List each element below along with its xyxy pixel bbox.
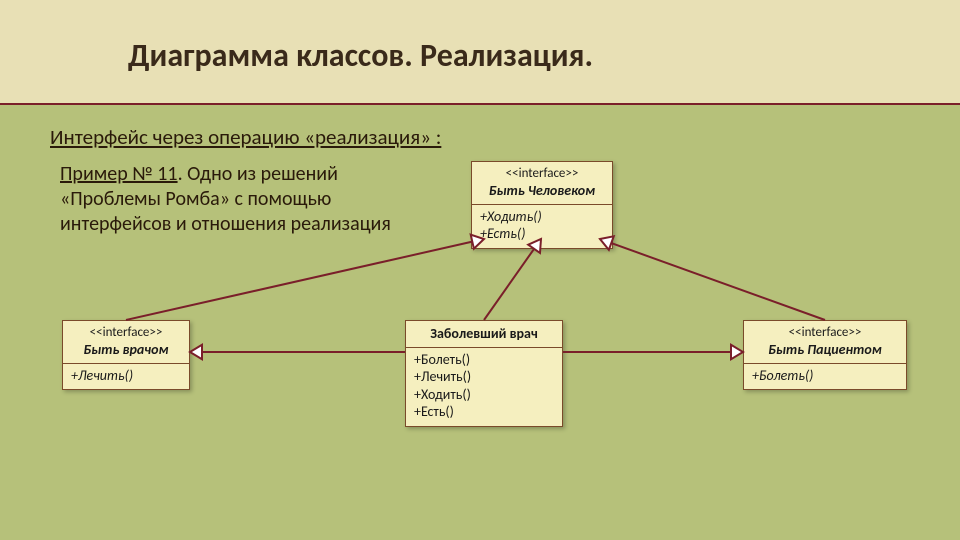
uml-header: <<interface>> Быть врачом: [63, 321, 189, 364]
op: +Болеть(): [414, 351, 554, 369]
uml-interface-doctor: <<interface>> Быть врачом +Лечить(): [62, 320, 190, 390]
op: +Ходить(): [480, 208, 604, 226]
operations: +Лечить(): [63, 364, 189, 390]
slide-title: Диаграмма классов. Реализация.: [128, 36, 593, 75]
op: +Есть(): [480, 225, 604, 243]
class-name: Быть Пациентом: [754, 341, 896, 359]
operations: +Болеть(): [744, 364, 906, 390]
example-text: Пример № 11. Одно из решений «Проблемы Р…: [60, 162, 430, 237]
uml-interface-patient: <<interface>> Быть Пациентом +Болеть(): [743, 320, 907, 390]
stereotype: <<interface>>: [73, 325, 179, 341]
subtitle: Интерфейс через операцию «реализация» :: [50, 124, 441, 150]
operations: +Болеть() +Лечить() +Ходить() +Есть(): [406, 348, 562, 426]
uml-interface-human: <<interface>> Быть Человеком +Ходить() +…: [471, 161, 613, 249]
uml-header: <<interface>> Быть Пациентом: [744, 321, 906, 364]
class-name: Быть врачом: [73, 341, 179, 359]
uml-header: <<interface>> Быть Человеком: [472, 162, 612, 205]
op: +Ходить(): [414, 386, 554, 404]
uml-header: Заболевший врач: [406, 321, 562, 348]
example-label: Пример № 11: [60, 162, 178, 186]
op: +Есть(): [414, 403, 554, 421]
op: +Лечить(): [414, 368, 554, 386]
uml-class-sick-doctor: Заболевший врач +Болеть() +Лечить() +Ход…: [405, 320, 563, 427]
op: +Болеть(): [752, 367, 898, 385]
op: +Лечить(): [71, 367, 181, 385]
operations: +Ходить() +Есть(): [472, 205, 612, 248]
stereotype: <<interface>>: [482, 166, 602, 182]
class-name: Быть Человеком: [482, 182, 602, 200]
class-name: Заболевший врач: [416, 325, 552, 343]
stereotype: <<interface>>: [754, 325, 896, 341]
